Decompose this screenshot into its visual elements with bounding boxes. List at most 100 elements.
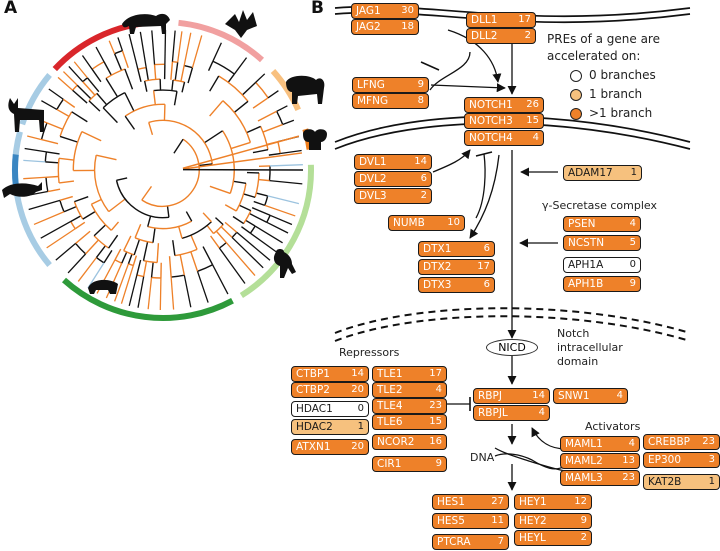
tree-branch xyxy=(190,251,199,272)
gene-count: 2 xyxy=(524,30,531,41)
tree-branch xyxy=(41,138,59,145)
tree-leaf xyxy=(55,242,77,261)
gene-count: 9 xyxy=(629,278,636,289)
gene-heyl: HEYL 2 xyxy=(514,530,592,546)
gene-ep300: EP300 3 xyxy=(643,452,720,468)
inhibit-lfng xyxy=(429,51,471,91)
gene-dll2: DLL2 2 xyxy=(466,28,536,44)
tree-branch xyxy=(182,152,303,170)
tree-branch xyxy=(153,64,157,80)
gene-name: DTX3 xyxy=(423,278,452,291)
tree-leaf xyxy=(276,105,288,112)
gene-count: 23 xyxy=(702,436,715,447)
gene-name: APH1A xyxy=(568,258,604,271)
gene-count: 0 xyxy=(357,403,364,414)
gene-tle4: TLE4 23 xyxy=(372,398,447,414)
gene-dll1: DLL1 17 xyxy=(466,12,536,28)
tree-branch xyxy=(148,119,213,164)
tree-branch xyxy=(174,62,179,81)
tree-leaf xyxy=(267,90,279,99)
tree-leaf xyxy=(87,262,105,289)
gene-name: CTBP2 xyxy=(296,383,330,396)
gene-count: 6 xyxy=(483,243,490,254)
tree-branch xyxy=(143,80,148,92)
tree-branches xyxy=(23,30,304,310)
gene-count: 15 xyxy=(526,115,539,126)
gene-name: HDAC2 xyxy=(296,420,333,433)
tree-branch xyxy=(113,53,123,71)
tree-branch xyxy=(224,221,238,233)
gene-count: 3 xyxy=(708,454,715,465)
gene-name: PSEN xyxy=(568,217,596,230)
gene-notch1: NOTCH1 26 xyxy=(464,97,544,113)
phylogenetic-tree xyxy=(2,10,327,322)
tree-branch xyxy=(114,248,122,261)
gene-name: DTX1 xyxy=(423,242,452,255)
tree-leaf xyxy=(28,199,61,211)
tree-branch xyxy=(59,111,73,137)
dna-label: DNA xyxy=(470,451,495,464)
tree-branch xyxy=(241,81,257,96)
tree-branch xyxy=(124,68,134,90)
tree-branch xyxy=(71,111,88,123)
gene-count: 30 xyxy=(401,5,414,16)
gene-count: 7 xyxy=(497,536,504,547)
gene-count: 0 xyxy=(629,259,636,270)
tree-branch xyxy=(233,100,249,113)
tree-leaf xyxy=(147,277,153,310)
tree-branch xyxy=(136,259,142,276)
tree-branch xyxy=(178,226,183,239)
tree-branch xyxy=(147,215,152,227)
gene-dtx1: DTX1 6 xyxy=(418,241,495,257)
tree-branch xyxy=(173,91,178,106)
gene-hdac2: HDAC2 1 xyxy=(291,419,369,435)
gene-count: 4 xyxy=(538,407,545,418)
tree-branch xyxy=(103,61,112,76)
gene-count: 9 xyxy=(417,79,424,90)
tree-leaf xyxy=(212,264,229,295)
panel-label-b: B xyxy=(311,0,324,18)
gene-count: 4 xyxy=(628,438,635,449)
gene-aph1b: APH1B 9 xyxy=(563,276,641,292)
gene-name: ADAM17 xyxy=(568,166,613,179)
tree-branch xyxy=(59,180,75,184)
tree-branch xyxy=(259,126,269,150)
tree-branch xyxy=(209,100,224,117)
tree-leaf xyxy=(105,262,123,299)
legend-title-2: accelerated on: xyxy=(547,49,641,63)
notch-domain-line1: Notch xyxy=(557,327,590,340)
tree-branch xyxy=(142,261,148,277)
gene-count: 1 xyxy=(630,167,637,178)
tree-branch xyxy=(93,155,110,213)
gene-ptcra: PTCRA 7 xyxy=(432,534,509,550)
gene-count: 20 xyxy=(351,384,364,395)
gene-name: MAML3 xyxy=(565,471,603,484)
gene-ctbp2: CTBP2 20 xyxy=(291,382,369,398)
gene-name: RBPJ xyxy=(478,389,502,402)
gene-crebbp: CREBBP 23 xyxy=(643,434,720,450)
gene-name: RBPJL xyxy=(478,406,508,419)
tree-branch xyxy=(204,130,223,144)
tree-branch xyxy=(245,219,256,227)
gene-count: 17 xyxy=(518,14,531,25)
gene-name: SNW1 xyxy=(558,389,590,402)
tree-leaf xyxy=(254,225,283,244)
tree-branch xyxy=(152,90,157,105)
gene-hes1: HES1 27 xyxy=(432,494,509,510)
tree-leaf xyxy=(120,265,134,304)
tree-branch xyxy=(90,203,112,231)
tree-branch xyxy=(63,205,77,213)
tree-branch xyxy=(70,215,82,223)
gene-dtx2: DTX2 17 xyxy=(418,259,495,275)
gene-kat2b: KAT2B 1 xyxy=(643,474,720,490)
tree-branch xyxy=(56,108,70,117)
tree-branch xyxy=(209,185,231,195)
gene-name: DVL3 xyxy=(359,189,387,202)
tree-leaf xyxy=(282,119,295,126)
notch-domain-line3: domain xyxy=(557,355,599,368)
tree-leaf xyxy=(48,88,64,100)
elephant-icon xyxy=(286,75,325,104)
tree-branch xyxy=(108,234,119,249)
tree-leaf xyxy=(183,32,192,66)
